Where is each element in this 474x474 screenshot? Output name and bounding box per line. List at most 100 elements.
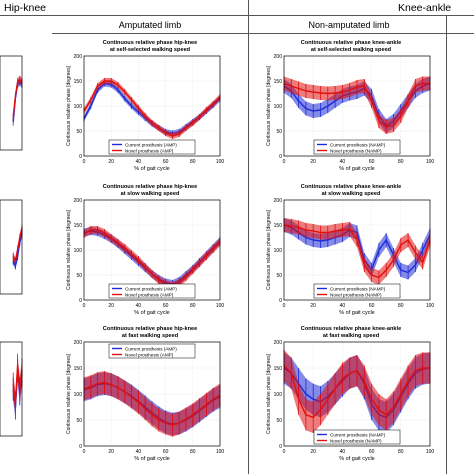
legend-label: Novel prosthesis (NAMP): [330, 148, 382, 153]
plot-frame: [283, 341, 431, 447]
y-tick-label: 50: [76, 418, 82, 424]
x-tick-label: 40: [136, 449, 142, 455]
x-tick-label: 80: [398, 449, 404, 455]
x-tick-label: 80: [190, 303, 196, 309]
x-tick-label: 0: [83, 449, 86, 455]
panel-title-amp-fast: Continuous relative phase hip-knee at fas…: [102, 326, 198, 339]
x-axis-label: % of gait cycle: [339, 310, 374, 316]
y-tick-label: 50: [76, 273, 82, 279]
y-tick-label: 200: [274, 198, 283, 204]
x-tick-label: 60: [369, 303, 375, 309]
hip-knee-header: Hip-knee: [4, 2, 47, 14]
y-tick-label: 100: [74, 392, 83, 398]
y-tick-label: 200: [74, 198, 83, 204]
x-tick-label: 20: [310, 449, 316, 455]
chart-left-edge-1: [0, 55, 23, 151]
y-tick-label: 0: [79, 298, 82, 304]
y-tick-label: 150: [274, 79, 283, 85]
y-tick-label: 150: [274, 223, 283, 229]
series-line: [283, 224, 431, 274]
series-line: [83, 80, 221, 137]
series-line: [83, 381, 221, 426]
x-tick-label: 60: [163, 449, 169, 455]
series-line: [83, 229, 221, 287]
legend-label: Novel prosthesis (AMP): [125, 352, 174, 357]
chart-left-edge-3: [0, 341, 23, 437]
plot-frame: [283, 55, 431, 157]
y-tick-label: 100: [274, 104, 283, 110]
x-tick-label: 80: [398, 159, 404, 165]
panel-title-namp-ss: Continuous relative phase knee-ankle at s…: [300, 40, 402, 53]
non-amputated-limb-label: Non-amputated limb: [308, 20, 390, 30]
x-tick-label: 80: [190, 449, 196, 455]
series-line: [283, 82, 430, 128]
legend-label: Novel prosthesis (AMP): [125, 148, 174, 153]
y-tick-label: 200: [274, 54, 283, 60]
y-axis-label: Continuous relative phase [degrees]: [66, 353, 72, 434]
y-tick-label: 0: [279, 444, 282, 450]
section-divider-right: [446, 15, 447, 474]
plot-frame: [83, 55, 221, 157]
x-tick-label: 100: [426, 303, 435, 309]
x-tick-label: 20: [310, 303, 316, 309]
chart-namp-ss: 0 50 100 150 200 0 20 40 60 80 100 % of gait cycle C…: [266, 54, 435, 172]
y-tick-label: 50: [276, 129, 282, 135]
legend-box: [313, 139, 401, 155]
x-tick-label: 0: [283, 159, 286, 165]
panel-title-namp-slow: Continuous relative phase knee-ankle at s…: [300, 184, 402, 197]
y-tick-label: 150: [74, 366, 83, 372]
y-axis-label: Continuous relative phase [degrees]: [266, 65, 272, 146]
y-tick-label: 50: [76, 129, 82, 135]
x-axis-label: % of gait cycle: [339, 456, 374, 462]
series-line: [283, 224, 431, 279]
legend-label: Novel prosthesis (NAMP): [330, 438, 382, 443]
x-tick-label: 60: [163, 159, 169, 165]
y-axis-label: Continuous relative phase [degrees]: [266, 353, 272, 434]
legend-label: Current prosthesis (NAMP): [330, 142, 386, 147]
subheader-divider: [52, 33, 474, 34]
series-line: [12, 232, 23, 268]
section-divider: [248, 0, 249, 474]
x-axis-label: % of gait cycle: [134, 310, 169, 316]
series-line: [283, 364, 430, 419]
knee-ankle-header: Knee-ankle: [398, 2, 452, 14]
y-tick-label: 100: [74, 104, 83, 110]
x-tick-label: 80: [398, 303, 404, 309]
y-tick-label: 100: [274, 248, 283, 254]
x-tick-label: 40: [340, 303, 346, 309]
x-tick-label: 100: [426, 449, 435, 455]
y-tick-label: 0: [279, 298, 282, 304]
x-tick-label: 20: [108, 449, 114, 455]
amputated-limb-label: Amputated limb: [118, 20, 182, 30]
series-line: [12, 228, 23, 264]
y-tick-label: 0: [279, 154, 282, 160]
header-divider: [0, 15, 474, 16]
x-tick-label: 100: [216, 449, 225, 455]
series-line: [12, 78, 23, 118]
x-tick-label: 40: [136, 159, 142, 165]
y-tick-label: 150: [274, 366, 283, 372]
x-axis-label: % of gait cycle: [339, 166, 374, 172]
x-tick-label: 0: [83, 303, 86, 309]
x-axis-label: % of gait cycle: [134, 456, 169, 462]
x-tick-label: 40: [136, 303, 142, 309]
series-error-band: [84, 80, 220, 137]
legend-box: [313, 429, 401, 445]
y-tick-label: 0: [79, 444, 82, 450]
legend-box: [108, 139, 196, 155]
plot-frame: [83, 341, 221, 447]
legend-label: Current prosthesis (AMP): [125, 286, 177, 291]
x-tick-label: 100: [426, 159, 435, 165]
y-axis-label: Continuous relative phase [degrees]: [66, 209, 72, 290]
x-tick-label: 80: [190, 159, 196, 165]
legend-box: [108, 343, 196, 359]
y-tick-label: 200: [74, 340, 83, 346]
plot-frame: [0, 341, 23, 437]
series-line: [12, 365, 23, 404]
x-tick-label: 60: [369, 449, 375, 455]
chart-namp-slow: 0 50 100 150 200 0 20 40 60 80 100 % of gait cycle C…: [266, 198, 435, 316]
x-tick-label: 40: [340, 449, 346, 455]
legend-label: Current prosthesis (AMP): [125, 142, 177, 147]
y-tick-label: 150: [74, 79, 83, 85]
x-tick-label: 60: [163, 303, 169, 309]
